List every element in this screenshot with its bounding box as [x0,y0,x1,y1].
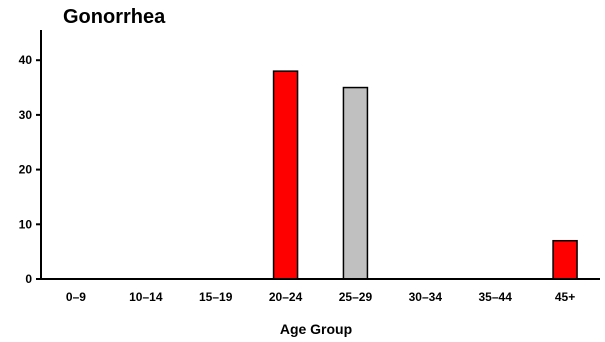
bar-7 [552,239,578,280]
axes-layer [36,30,600,280]
y-tick-label-0: 0 [25,272,32,286]
y-tick-label-4: 40 [19,53,33,67]
x-tick-label-2: 15–19 [199,290,233,304]
bars-layer [63,70,578,280]
x-tick-label-6: 35–44 [479,290,513,304]
chart-title: Gonorrhea [63,6,166,28]
x-tick-label-3: 20–24 [269,290,303,304]
x-axis-title: Age Group [280,321,352,337]
bar-3 [272,70,299,280]
x-tick-label-5: 30–34 [409,290,443,304]
y-tick-label-2: 20 [19,163,33,177]
x-tick-label-4: 25–29 [339,290,373,304]
y-tick-label-1: 10 [19,217,33,231]
x-tick-label-1: 10–14 [129,290,163,304]
bar-4 [342,86,369,280]
labels-layer: 0–9 10–14 15–19 20–24 25–29 30–34 35–44 45+ 0 10 2… [19,53,576,304]
x-tick-label-0: 0–9 [66,290,86,304]
x-tick-label-7: 45+ [555,290,575,304]
y-tick-label-3: 30 [19,108,33,122]
